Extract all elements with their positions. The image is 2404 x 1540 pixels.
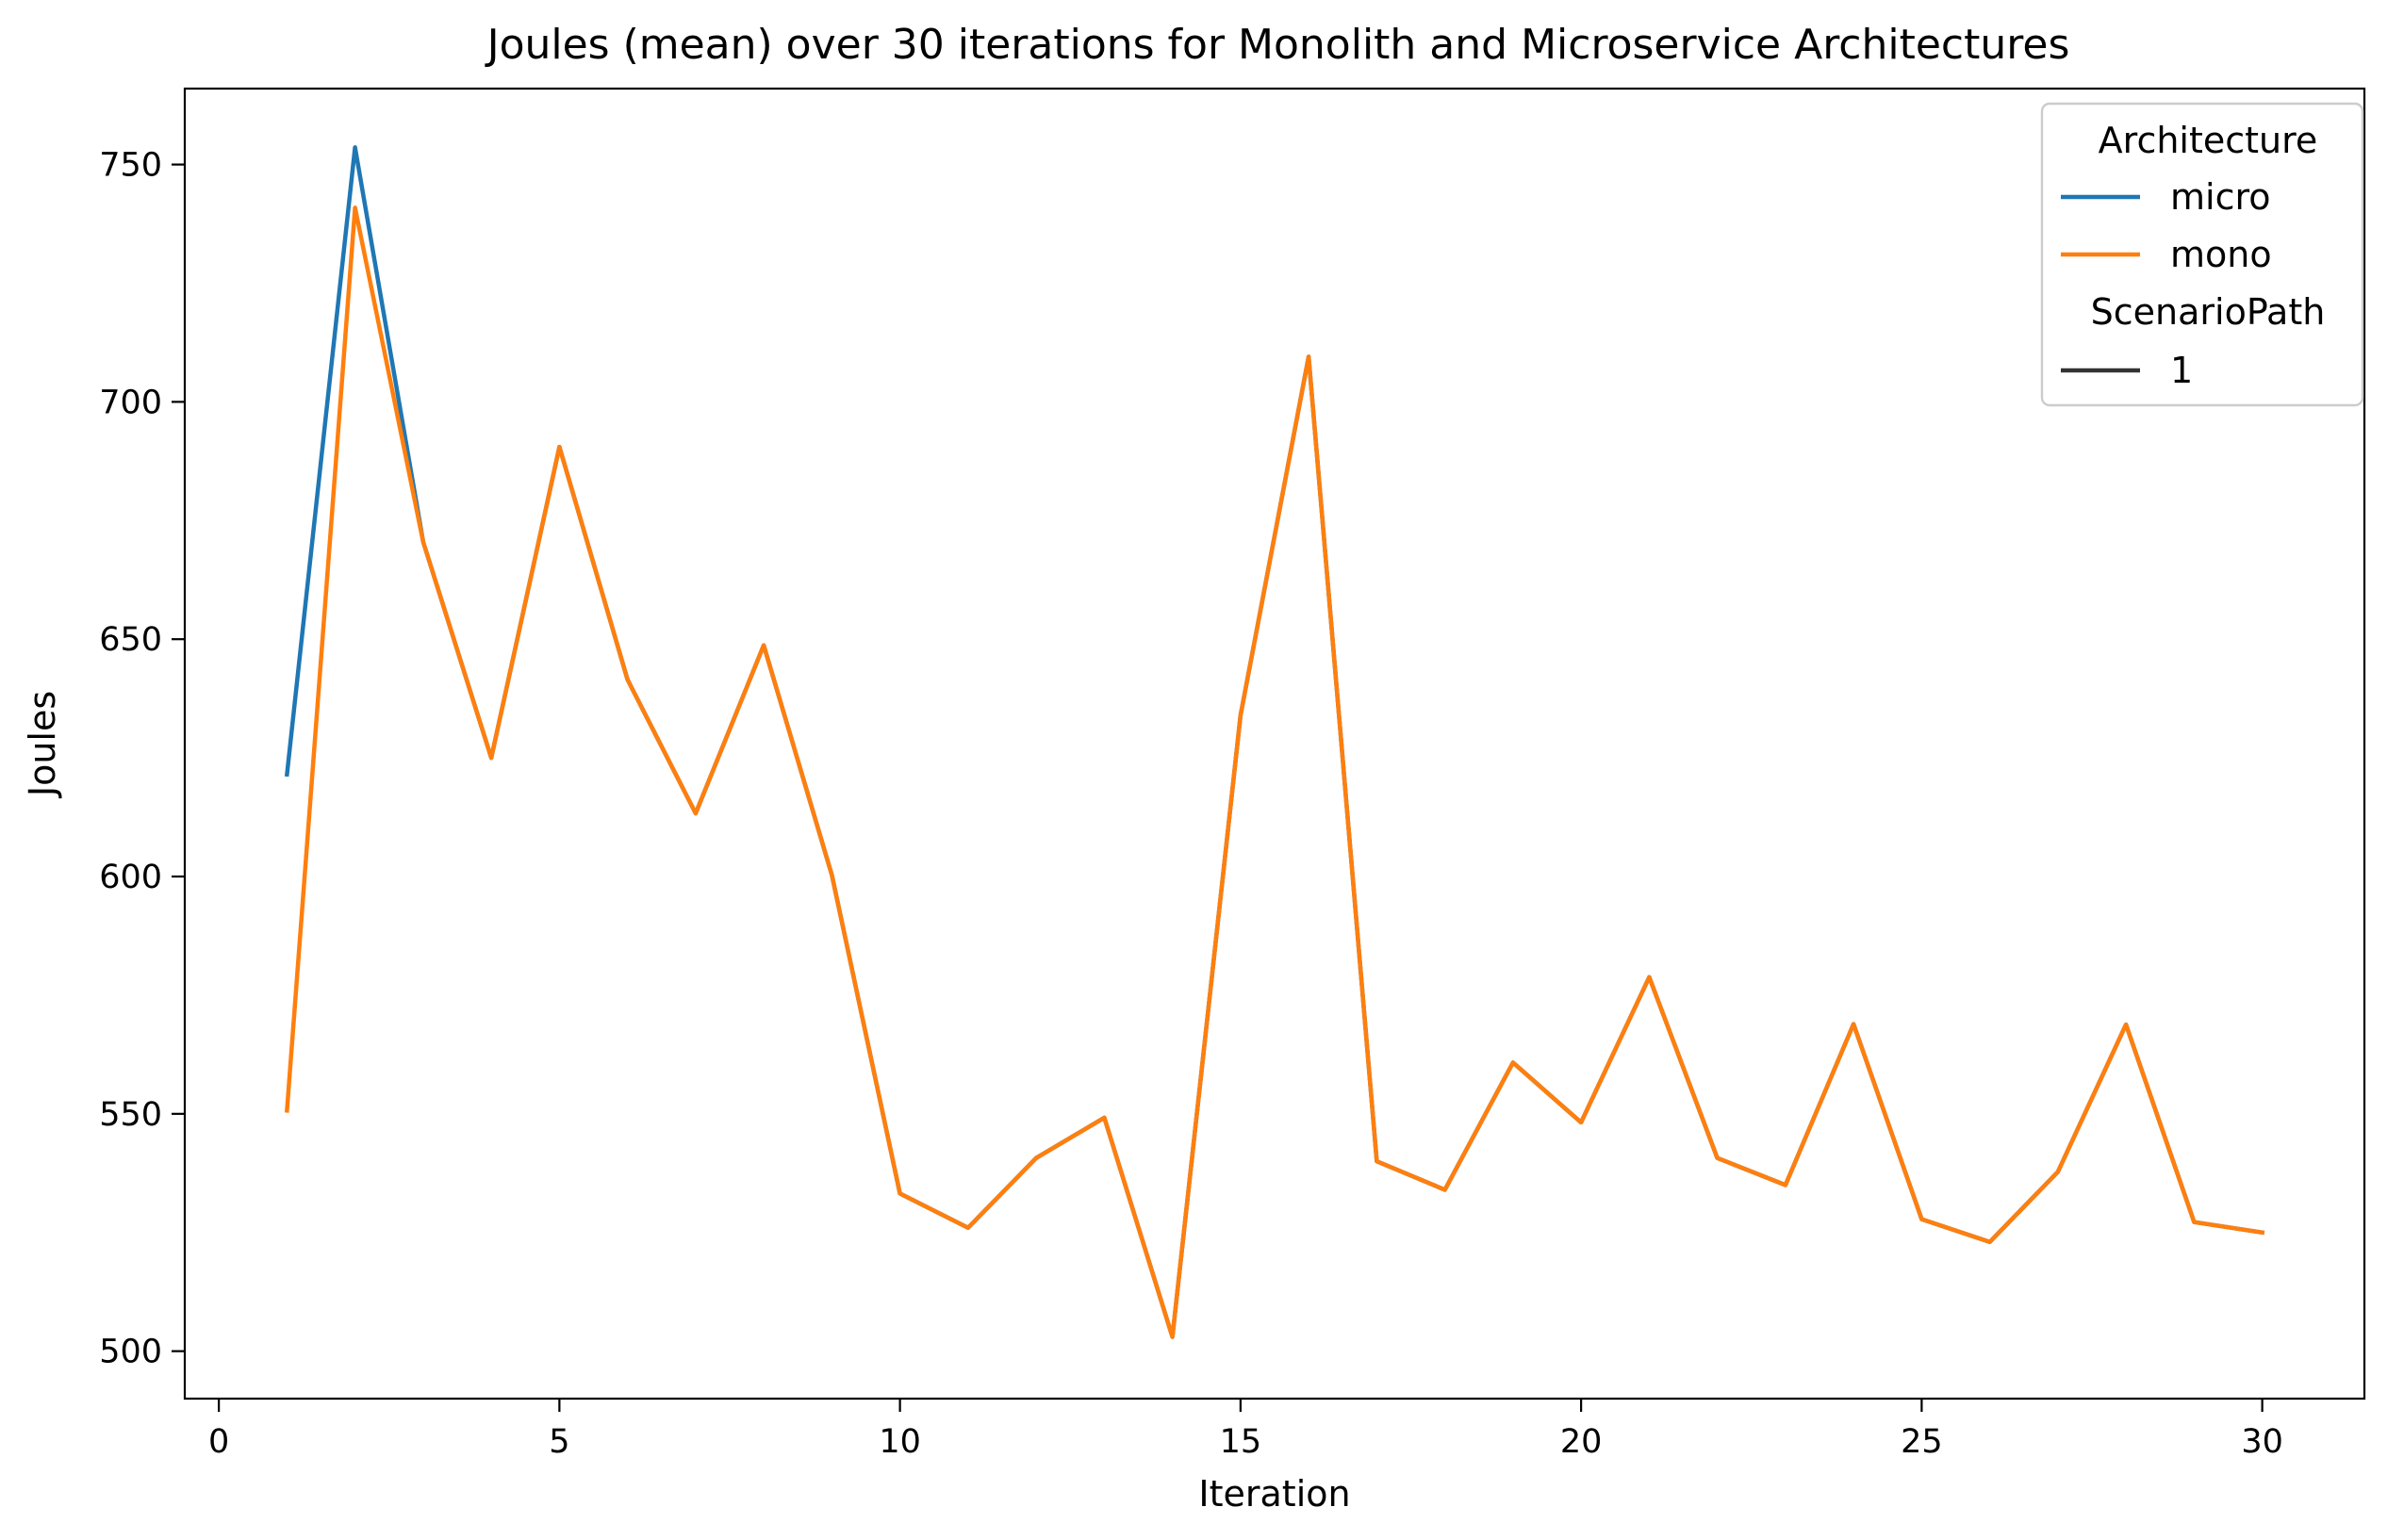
y-tick-label: 550 <box>99 1096 162 1134</box>
y-tick-label: 500 <box>99 1334 162 1371</box>
x-axis-label: Iteration <box>1198 1473 1350 1515</box>
y-tick-label: 700 <box>99 384 162 421</box>
y-axis-label: Joules <box>22 691 63 798</box>
legend-label-micro: micro <box>2170 176 2271 218</box>
series-layer <box>284 145 2265 1339</box>
y-tick-label: 650 <box>99 621 162 659</box>
legend-label-scenariopath-1: 1 <box>2170 350 2193 391</box>
series-line-mono <box>284 205 2265 1339</box>
legend-title-architecture: Architecture <box>2099 120 2318 161</box>
legend: Architecture micro mono ScenarioPath 1 <box>2040 102 2364 407</box>
legend-title-scenariopath: ScenarioPath <box>2091 291 2326 333</box>
x-tick-label: 30 <box>2241 1423 2283 1461</box>
chart-title: Joules (mean) over 30 iterations for Mon… <box>485 21 2070 69</box>
x-tick-label: 20 <box>1560 1423 1603 1461</box>
x-tick-label: 5 <box>549 1423 569 1461</box>
legend-box <box>2040 102 2364 407</box>
ticks-layer: 0 5 10 15 20 25 30 500 550 600 650 700 750 <box>99 147 2283 1461</box>
x-tick-label: 25 <box>1901 1423 1943 1461</box>
plot-frame <box>183 87 2366 1401</box>
x-tick-label: 10 <box>879 1423 921 1461</box>
y-tick-label: 600 <box>99 859 162 896</box>
x-tick-label: 0 <box>208 1423 229 1461</box>
x-tick-label: 15 <box>1220 1423 1262 1461</box>
legend-label-mono: mono <box>2170 234 2272 275</box>
y-tick-label: 750 <box>99 147 162 185</box>
